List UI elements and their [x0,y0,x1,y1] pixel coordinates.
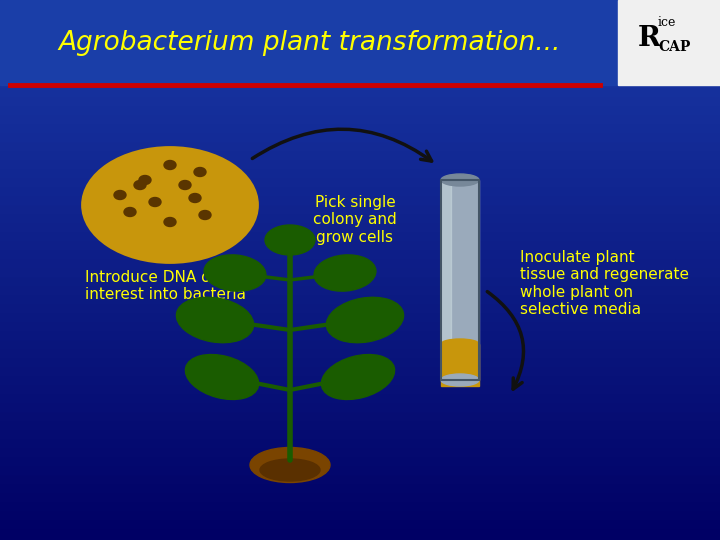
Bar [0,0,720,85]
Bar [0,71,720,81]
Bar [0,386,720,396]
Ellipse shape [260,459,320,481]
Bar [0,161,720,171]
Ellipse shape [441,174,479,186]
Bar [0,62,720,72]
Bar [0,260,720,270]
Ellipse shape [176,298,253,343]
Bar [0,530,720,540]
Bar [0,107,720,117]
Bar [0,422,720,432]
Ellipse shape [164,160,176,170]
Text: Inoculate plant
tissue and regenerate
whole plant on
selective media: Inoculate plant tissue and regenerate wh… [520,250,689,317]
Ellipse shape [314,255,376,291]
Bar [0,44,720,54]
Bar [0,296,720,306]
Bar [0,143,720,153]
Bar [0,521,720,531]
Ellipse shape [164,218,176,226]
Ellipse shape [199,211,211,219]
Bar [0,152,720,162]
Ellipse shape [185,355,258,400]
Ellipse shape [265,225,315,255]
Ellipse shape [326,298,404,343]
Ellipse shape [441,339,479,349]
Ellipse shape [139,176,151,185]
Bar [0,476,720,486]
Bar [0,314,720,324]
Bar [0,485,720,495]
Bar [0,458,720,468]
Bar [0,395,720,405]
Ellipse shape [250,448,330,483]
Bar [0,332,720,342]
Bar [0,26,720,36]
Ellipse shape [321,355,395,400]
Text: R: R [638,24,661,51]
Bar [0,188,720,198]
Bar [0,467,720,477]
FancyArrowPatch shape [252,129,431,161]
Text: ice: ice [658,17,676,30]
Bar [0,197,720,207]
Ellipse shape [189,193,201,202]
Bar [0,512,720,522]
Ellipse shape [114,191,126,199]
Bar [0,17,720,27]
Bar [0,170,720,180]
Bar [441,180,479,380]
Bar [0,278,720,288]
Bar [0,179,720,189]
Bar [0,440,720,450]
Ellipse shape [124,207,136,217]
Ellipse shape [179,180,191,190]
Text: Agrobacterium plant transformation...: Agrobacterium plant transformation... [59,30,561,56]
Bar [0,323,720,333]
Bar [0,242,720,252]
Ellipse shape [441,374,479,386]
Text: Introduce DNA of
interest into bacteria: Introduce DNA of interest into bacteria [85,270,246,302]
Bar [0,8,720,18]
Ellipse shape [83,147,258,262]
Bar [0,0,720,9]
Bar [0,80,720,90]
FancyArrowPatch shape [487,292,523,389]
Bar [0,89,720,99]
Bar [0,449,720,459]
Bar [0,269,720,279]
Bar [0,125,720,135]
Bar [618,0,720,85]
Bar [0,287,720,297]
Bar [0,53,720,63]
Ellipse shape [204,255,266,291]
Bar [0,494,720,504]
Bar [0,431,720,441]
Bar [0,35,720,45]
Bar [0,377,720,387]
Bar [441,180,451,380]
Bar [0,251,720,261]
Bar [0,215,720,225]
Bar [0,98,720,108]
Bar [441,344,479,386]
Bar [0,224,720,234]
Bar [0,341,720,351]
Text: CAP: CAP [658,40,690,54]
Bar [0,305,720,315]
Bar [0,134,720,144]
Bar [0,368,720,378]
Text: Pick single
colony and
grow cells: Pick single colony and grow cells [313,195,397,245]
Ellipse shape [134,180,146,190]
Bar [441,180,479,380]
Bar [0,350,720,360]
Bar [0,413,720,423]
Ellipse shape [149,198,161,206]
Bar [0,404,720,414]
Ellipse shape [194,167,206,177]
Bar [0,359,720,369]
Bar [0,503,720,513]
Bar [0,116,720,126]
Bar [0,233,720,243]
Bar [0,206,720,216]
